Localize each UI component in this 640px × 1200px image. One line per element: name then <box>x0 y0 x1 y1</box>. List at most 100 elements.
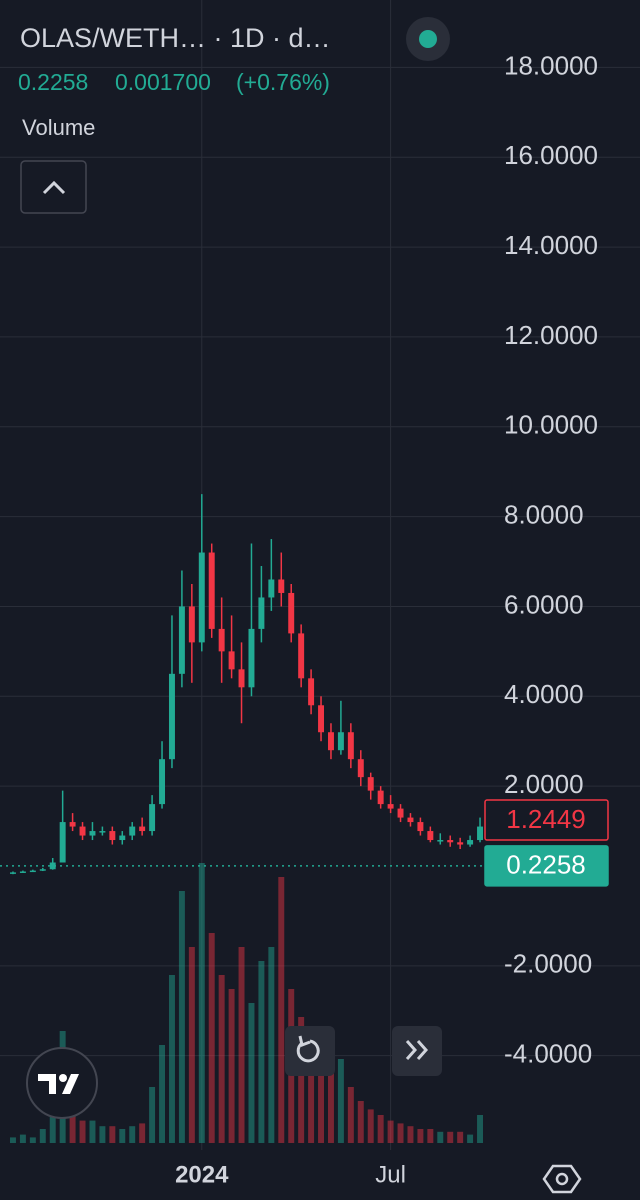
candle-body <box>407 817 414 823</box>
candle-body <box>417 822 424 832</box>
candle-body <box>268 579 275 598</box>
plot <box>0 494 485 1143</box>
candle-body <box>258 597 265 629</box>
candle-body <box>308 678 315 706</box>
volume-bar <box>168 975 175 1143</box>
ui: OLAS/WETH… · 1D · d… 0.2258 0.001700 (+0… <box>18 17 609 1194</box>
candle-body <box>318 705 325 733</box>
settings-button[interactable] <box>542 1164 582 1194</box>
candle-body <box>377 790 384 805</box>
volume-bar <box>258 961 265 1143</box>
candle-body <box>437 840 444 842</box>
volume-bar <box>298 1017 305 1143</box>
volume-bar <box>457 1131 464 1143</box>
scroll-icon <box>405 1040 429 1060</box>
volume-bar <box>467 1134 474 1143</box>
y-tick-label: 16.0000 <box>504 140 598 170</box>
y-tick-label: 12.0000 <box>504 320 598 350</box>
candle-body <box>198 552 205 643</box>
candle-body <box>139 826 146 832</box>
volume-bar <box>387 1120 394 1143</box>
volume-bar <box>367 1109 374 1143</box>
candle-body <box>129 826 136 836</box>
candle-body <box>159 759 166 805</box>
reset-button[interactable] <box>285 1026 335 1076</box>
candle-body <box>477 826 484 841</box>
candle-body <box>99 831 106 833</box>
change: 0.001700 <box>115 69 211 95</box>
candle-body <box>178 606 185 674</box>
scroll-button[interactable] <box>392 1026 442 1076</box>
candle-body <box>457 842 464 845</box>
volume-bar <box>377 1115 384 1143</box>
volume-bar <box>268 947 275 1143</box>
volume-bar <box>99 1126 106 1143</box>
price-badge <box>484 845 609 887</box>
settings-icon[interactable] <box>542 1164 582 1194</box>
reset-button-bg[interactable] <box>285 1026 335 1076</box>
collapse-button[interactable] <box>20 160 87 214</box>
candle-body <box>397 808 404 818</box>
volume-bar <box>437 1131 444 1143</box>
candle-body <box>298 633 305 679</box>
candle-body <box>248 628 255 688</box>
candle-body <box>228 651 235 670</box>
candle-body <box>467 840 474 845</box>
volume-bar <box>347 1087 354 1143</box>
chart-title: OLAS/WETH… · 1D · d… <box>20 23 331 53</box>
candle-body <box>119 835 126 841</box>
candle-body <box>59 822 66 863</box>
tv-logo[interactable] <box>26 1047 98 1119</box>
y-tick-label: 14.0000 <box>504 230 598 260</box>
candle-body <box>79 826 86 836</box>
collapse-button-frame[interactable] <box>20 160 87 214</box>
candle-body <box>447 840 454 843</box>
volume-bar <box>447 1131 454 1143</box>
candle-body <box>149 804 156 832</box>
logo-circle[interactable] <box>26 1047 98 1119</box>
volume-bar <box>39 1129 46 1143</box>
volume-bar <box>238 947 245 1143</box>
candle-body <box>168 673 175 760</box>
candle-body <box>69 822 76 827</box>
candle-body <box>347 732 354 760</box>
price-badge-label: 1.2449 <box>506 804 586 834</box>
candle-body <box>337 732 344 751</box>
logo-t <box>38 1074 56 1094</box>
candle-body <box>427 831 434 841</box>
y-tick-label: 18.0000 <box>504 50 598 80</box>
candle-body <box>39 869 46 871</box>
y-tick-label: -2.0000 <box>504 949 592 979</box>
candle-body <box>238 669 245 688</box>
volume-bar <box>69 1101 76 1143</box>
volume-bar <box>139 1123 146 1143</box>
volume-label: Volume <box>22 115 95 140</box>
logo-v <box>62 1074 79 1094</box>
volume-bar <box>79 1120 86 1143</box>
volume-bar <box>308 1031 315 1143</box>
volume-bar <box>208 933 215 1143</box>
volume-bar <box>149 1087 156 1143</box>
volume-bar <box>417 1129 424 1143</box>
volume-bar <box>119 1129 126 1143</box>
volume-bar <box>188 947 195 1143</box>
x-tick-label: 2024 <box>175 1161 229 1188</box>
volume-bar <box>477 1115 484 1143</box>
volume-bar <box>159 1045 166 1143</box>
candle-body <box>188 606 195 643</box>
volume-bar <box>357 1101 364 1143</box>
scroll-button-bg[interactable] <box>392 1026 442 1076</box>
settings-center <box>555 1172 569 1186</box>
y-tick-label: 6.0000 <box>504 589 584 619</box>
candle-body <box>208 552 215 629</box>
volume-bar <box>49 1115 56 1143</box>
logo-dot <box>59 1074 67 1082</box>
candle-body <box>49 862 56 870</box>
candle-body <box>218 628 225 652</box>
volume-bar <box>228 989 235 1143</box>
volume-bar <box>407 1126 414 1143</box>
price-badge <box>484 799 609 841</box>
